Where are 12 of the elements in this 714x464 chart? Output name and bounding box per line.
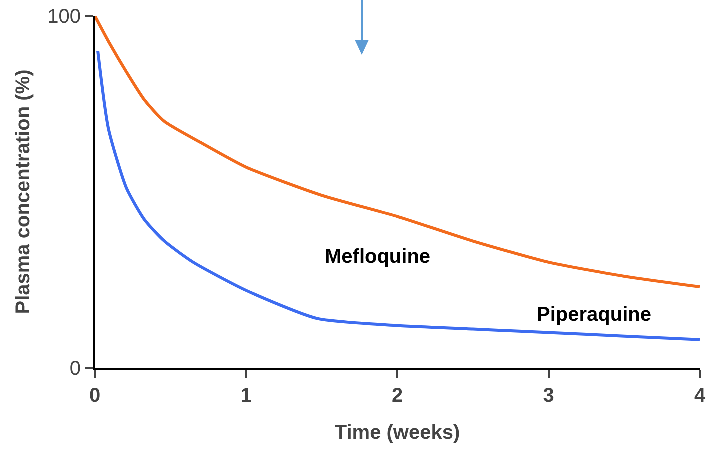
line-series [95,16,700,289]
x-axis-title: Time (weeks) [334,422,460,444]
x-tick-label: 0 [89,385,101,407]
y-tick-label: 100 [48,6,81,28]
line-series [96,50,700,342]
x-tick-label: 2 [392,385,404,407]
x-tick-label: 4 [694,385,706,407]
series-label: Mefloquine [325,246,431,268]
series-label: Piperaquine [537,304,652,326]
x-tick-label: 3 [543,385,554,407]
y-axis-title: Plasma concentration (%) [12,70,35,314]
x-tick-label: 1 [240,385,252,407]
